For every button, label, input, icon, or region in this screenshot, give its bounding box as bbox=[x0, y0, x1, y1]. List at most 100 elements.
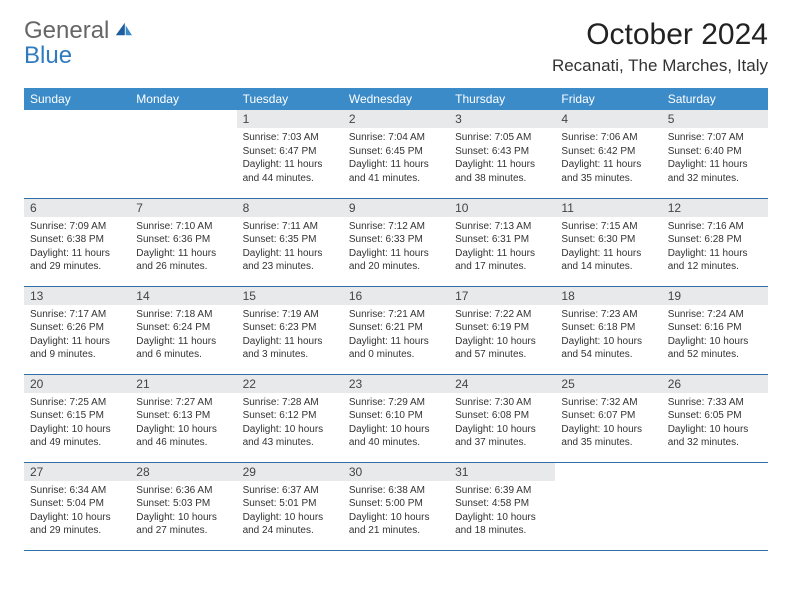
day-number: 15 bbox=[237, 287, 343, 305]
day-details: Sunrise: 7:15 AMSunset: 6:30 PMDaylight:… bbox=[555, 217, 661, 278]
daylight-text-2: and 32 minutes. bbox=[668, 172, 762, 186]
day-details: Sunrise: 7:05 AMSunset: 6:43 PMDaylight:… bbox=[449, 128, 555, 189]
calendar-day-cell: 4Sunrise: 7:06 AMSunset: 6:42 PMDaylight… bbox=[555, 110, 661, 198]
day-number: 16 bbox=[343, 287, 449, 305]
sunset-text: Sunset: 6:07 PM bbox=[561, 409, 655, 423]
sunrise-text: Sunrise: 6:34 AM bbox=[30, 484, 124, 498]
day-number: 10 bbox=[449, 199, 555, 217]
daylight-text-1: Daylight: 10 hours bbox=[668, 335, 762, 349]
daylight-text-1: Daylight: 10 hours bbox=[30, 511, 124, 525]
daylight-text-1: Daylight: 10 hours bbox=[243, 423, 337, 437]
sunrise-text: Sunrise: 7:19 AM bbox=[243, 308, 337, 322]
day-details: Sunrise: 7:16 AMSunset: 6:28 PMDaylight:… bbox=[662, 217, 768, 278]
day-number: 27 bbox=[24, 463, 130, 481]
sunrise-text: Sunrise: 7:33 AM bbox=[668, 396, 762, 410]
day-number: 23 bbox=[343, 375, 449, 393]
sunrise-text: Sunrise: 6:37 AM bbox=[243, 484, 337, 498]
calendar-day-cell: 17Sunrise: 7:22 AMSunset: 6:19 PMDayligh… bbox=[449, 286, 555, 374]
calendar-day-cell: 28Sunrise: 6:36 AMSunset: 5:03 PMDayligh… bbox=[130, 462, 236, 550]
day-details: Sunrise: 7:23 AMSunset: 6:18 PMDaylight:… bbox=[555, 305, 661, 366]
calendar-day-cell: 26Sunrise: 7:33 AMSunset: 6:05 PMDayligh… bbox=[662, 374, 768, 462]
day-header: Tuesday bbox=[237, 88, 343, 110]
sunset-text: Sunset: 6:23 PM bbox=[243, 321, 337, 335]
calendar-day-cell: 3Sunrise: 7:05 AMSunset: 6:43 PMDaylight… bbox=[449, 110, 555, 198]
daylight-text-1: Daylight: 10 hours bbox=[30, 423, 124, 437]
day-details: Sunrise: 7:10 AMSunset: 6:36 PMDaylight:… bbox=[130, 217, 236, 278]
day-details: Sunrise: 6:36 AMSunset: 5:03 PMDaylight:… bbox=[130, 481, 236, 542]
sunset-text: Sunset: 6:30 PM bbox=[561, 233, 655, 247]
sunset-text: Sunset: 4:58 PM bbox=[455, 497, 549, 511]
sunrise-text: Sunrise: 7:21 AM bbox=[349, 308, 443, 322]
day-number: 21 bbox=[130, 375, 236, 393]
day-details: Sunrise: 7:13 AMSunset: 6:31 PMDaylight:… bbox=[449, 217, 555, 278]
sunset-text: Sunset: 6:38 PM bbox=[30, 233, 124, 247]
day-details: Sunrise: 7:17 AMSunset: 6:26 PMDaylight:… bbox=[24, 305, 130, 366]
sunrise-text: Sunrise: 7:28 AM bbox=[243, 396, 337, 410]
daylight-text-2: and 12 minutes. bbox=[668, 260, 762, 274]
daylight-text-1: Daylight: 10 hours bbox=[561, 423, 655, 437]
day-details: Sunrise: 7:18 AMSunset: 6:24 PMDaylight:… bbox=[130, 305, 236, 366]
sunrise-text: Sunrise: 7:04 AM bbox=[349, 131, 443, 145]
sunset-text: Sunset: 6:13 PM bbox=[136, 409, 230, 423]
title-block: October 2024 Recanati, The Marches, Ital… bbox=[552, 18, 768, 76]
day-number: 11 bbox=[555, 199, 661, 217]
day-details: Sunrise: 7:24 AMSunset: 6:16 PMDaylight:… bbox=[662, 305, 768, 366]
day-number: 24 bbox=[449, 375, 555, 393]
calendar-day-cell: 5Sunrise: 7:07 AMSunset: 6:40 PMDaylight… bbox=[662, 110, 768, 198]
sunrise-text: Sunrise: 7:22 AM bbox=[455, 308, 549, 322]
day-details: Sunrise: 7:28 AMSunset: 6:12 PMDaylight:… bbox=[237, 393, 343, 454]
daylight-text-2: and 32 minutes. bbox=[668, 436, 762, 450]
sunset-text: Sunset: 6:24 PM bbox=[136, 321, 230, 335]
day-number: 7 bbox=[130, 199, 236, 217]
calendar-day-cell: 13Sunrise: 7:17 AMSunset: 6:26 PMDayligh… bbox=[24, 286, 130, 374]
sunrise-text: Sunrise: 7:12 AM bbox=[349, 220, 443, 234]
daylight-text-1: Daylight: 10 hours bbox=[349, 423, 443, 437]
day-header: Thursday bbox=[449, 88, 555, 110]
day-header: Wednesday bbox=[343, 88, 449, 110]
sunset-text: Sunset: 6:42 PM bbox=[561, 145, 655, 159]
calendar-day-cell: 30Sunrise: 6:38 AMSunset: 5:00 PMDayligh… bbox=[343, 462, 449, 550]
daylight-text-1: Daylight: 10 hours bbox=[243, 511, 337, 525]
daylight-text-2: and 0 minutes. bbox=[349, 348, 443, 362]
calendar-day-cell bbox=[130, 110, 236, 198]
daylight-text-1: Daylight: 11 hours bbox=[455, 158, 549, 172]
day-header: Sunday bbox=[24, 88, 130, 110]
calendar-day-cell: 7Sunrise: 7:10 AMSunset: 6:36 PMDaylight… bbox=[130, 198, 236, 286]
calendar-day-cell: 29Sunrise: 6:37 AMSunset: 5:01 PMDayligh… bbox=[237, 462, 343, 550]
daylight-text-2: and 21 minutes. bbox=[349, 524, 443, 538]
sail-icon bbox=[112, 18, 134, 43]
day-number: 6 bbox=[24, 199, 130, 217]
day-number: 3 bbox=[449, 110, 555, 128]
calendar-day-cell: 2Sunrise: 7:04 AMSunset: 6:45 PMDaylight… bbox=[343, 110, 449, 198]
brand-logo: GeneralBlue bbox=[24, 18, 134, 68]
daylight-text-1: Daylight: 11 hours bbox=[30, 335, 124, 349]
sunrise-text: Sunrise: 7:30 AM bbox=[455, 396, 549, 410]
sunrise-text: Sunrise: 7:25 AM bbox=[30, 396, 124, 410]
daylight-text-2: and 43 minutes. bbox=[243, 436, 337, 450]
sunrise-text: Sunrise: 7:11 AM bbox=[243, 220, 337, 234]
day-number: 17 bbox=[449, 287, 555, 305]
day-number: 12 bbox=[662, 199, 768, 217]
sunrise-text: Sunrise: 7:06 AM bbox=[561, 131, 655, 145]
daylight-text-2: and 37 minutes. bbox=[455, 436, 549, 450]
calendar-day-cell: 20Sunrise: 7:25 AMSunset: 6:15 PMDayligh… bbox=[24, 374, 130, 462]
sunset-text: Sunset: 6:19 PM bbox=[455, 321, 549, 335]
calendar-day-cell: 24Sunrise: 7:30 AMSunset: 6:08 PMDayligh… bbox=[449, 374, 555, 462]
day-details: Sunrise: 7:22 AMSunset: 6:19 PMDaylight:… bbox=[449, 305, 555, 366]
day-header: Friday bbox=[555, 88, 661, 110]
daylight-text-2: and 40 minutes. bbox=[349, 436, 443, 450]
calendar-day-cell bbox=[555, 462, 661, 550]
sunset-text: Sunset: 6:05 PM bbox=[668, 409, 762, 423]
daylight-text-1: Daylight: 11 hours bbox=[349, 335, 443, 349]
header: GeneralBlue October 2024 Recanati, The M… bbox=[24, 18, 768, 76]
day-number: 22 bbox=[237, 375, 343, 393]
calendar-day-cell: 23Sunrise: 7:29 AMSunset: 6:10 PMDayligh… bbox=[343, 374, 449, 462]
daylight-text-2: and 9 minutes. bbox=[30, 348, 124, 362]
sunrise-text: Sunrise: 7:10 AM bbox=[136, 220, 230, 234]
sunrise-text: Sunrise: 7:09 AM bbox=[30, 220, 124, 234]
day-details: Sunrise: 7:33 AMSunset: 6:05 PMDaylight:… bbox=[662, 393, 768, 454]
daylight-text-2: and 3 minutes. bbox=[243, 348, 337, 362]
sunset-text: Sunset: 6:28 PM bbox=[668, 233, 762, 247]
sunrise-text: Sunrise: 6:36 AM bbox=[136, 484, 230, 498]
brand-text-blue: Blue bbox=[24, 42, 72, 69]
